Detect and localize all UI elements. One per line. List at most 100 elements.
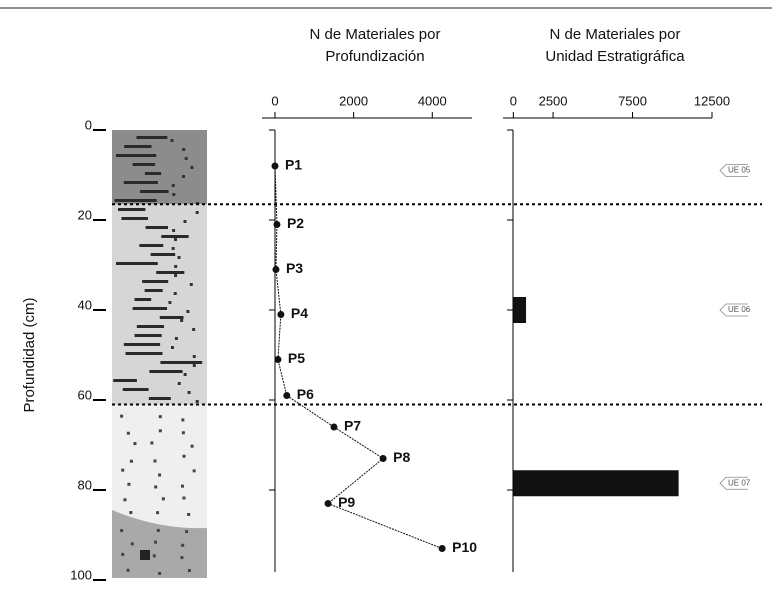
texture [190,444,194,448]
texture [171,247,175,250]
texture [170,346,174,349]
texture [177,256,181,259]
texture [174,265,178,268]
texture [144,172,162,175]
chart-title: N de Materiales por [550,26,681,43]
texture [153,459,157,463]
texture [136,136,168,139]
texture [170,139,174,142]
x-tick-label: 0 [510,93,517,108]
texture [150,441,154,445]
label-bracket [719,164,748,177]
texture [192,328,196,331]
texture [132,163,156,166]
texture [160,361,203,364]
layer [112,510,207,578]
texture [158,473,162,477]
texture [142,280,169,283]
texture [123,181,158,184]
data-point [277,311,285,318]
texture [123,343,161,346]
texture [120,414,124,418]
texture [181,543,185,547]
x-tick-label: 2000 [339,93,368,108]
chart-title: Unidad Estratigráfica [545,48,685,65]
texture [115,262,158,265]
texture [192,469,196,473]
point-label: P2 [287,215,304,231]
x-tick-label: 12500 [694,93,730,108]
texture [185,530,189,534]
texture [123,498,127,502]
texture [121,468,125,472]
texture [182,454,186,458]
texture [187,391,191,394]
texture [150,253,176,256]
texture [156,528,160,532]
texture [187,569,191,573]
texture [127,482,131,486]
texture [192,364,196,367]
texture [186,310,190,313]
data-point [438,545,446,552]
texture [158,429,162,433]
layer [112,204,207,405]
texture [134,334,162,337]
x-tick-label: 2500 [539,93,568,108]
point-label: P6 [297,386,314,402]
texture [126,568,130,572]
data-point [324,500,332,507]
y-tick-label: 100 [70,567,92,582]
texture [149,370,183,373]
y-tick-label: 60 [78,387,92,402]
chart-title: Profundización [325,48,424,65]
point-label: P3 [286,260,303,276]
texture [121,217,149,220]
texture [171,184,175,187]
label-bracket [719,303,748,317]
texture [140,190,169,193]
texture [184,157,188,160]
label-bracket [719,476,748,490]
texture [173,292,177,295]
texture [118,208,146,211]
texture [134,298,152,301]
texture [152,554,156,558]
data-point [330,423,338,431]
texture [180,556,184,560]
texture [190,166,194,169]
texture [168,301,172,304]
y-axis-label: Profundidad (cm) [21,297,38,412]
texture [145,226,169,229]
texture [154,485,158,489]
texture [136,325,164,328]
bar [513,297,527,323]
texture [159,316,184,319]
texture [195,211,199,214]
texture [113,379,137,382]
texture [181,418,185,422]
texture [183,220,187,223]
texture [173,238,177,241]
texture [158,571,162,575]
y-tick-label: 20 [78,207,92,222]
x-tick-label: 4000 [418,93,447,108]
texture [181,431,185,435]
texture [122,388,149,391]
unit-label: UE 05 [728,166,751,175]
texture [181,175,185,178]
texture [174,337,178,340]
series-line [274,165,443,549]
bar [513,470,679,497]
data-point [283,392,291,399]
y-tick-label: 0 [85,117,92,132]
texture [161,497,165,501]
texture [195,400,199,403]
point-label: P5 [288,350,305,366]
y-tick-label: 80 [78,477,92,492]
texture [154,540,158,544]
unit-label: UE 06 [728,305,751,314]
unit-label: UE 07 [728,478,751,487]
texture [126,431,130,435]
